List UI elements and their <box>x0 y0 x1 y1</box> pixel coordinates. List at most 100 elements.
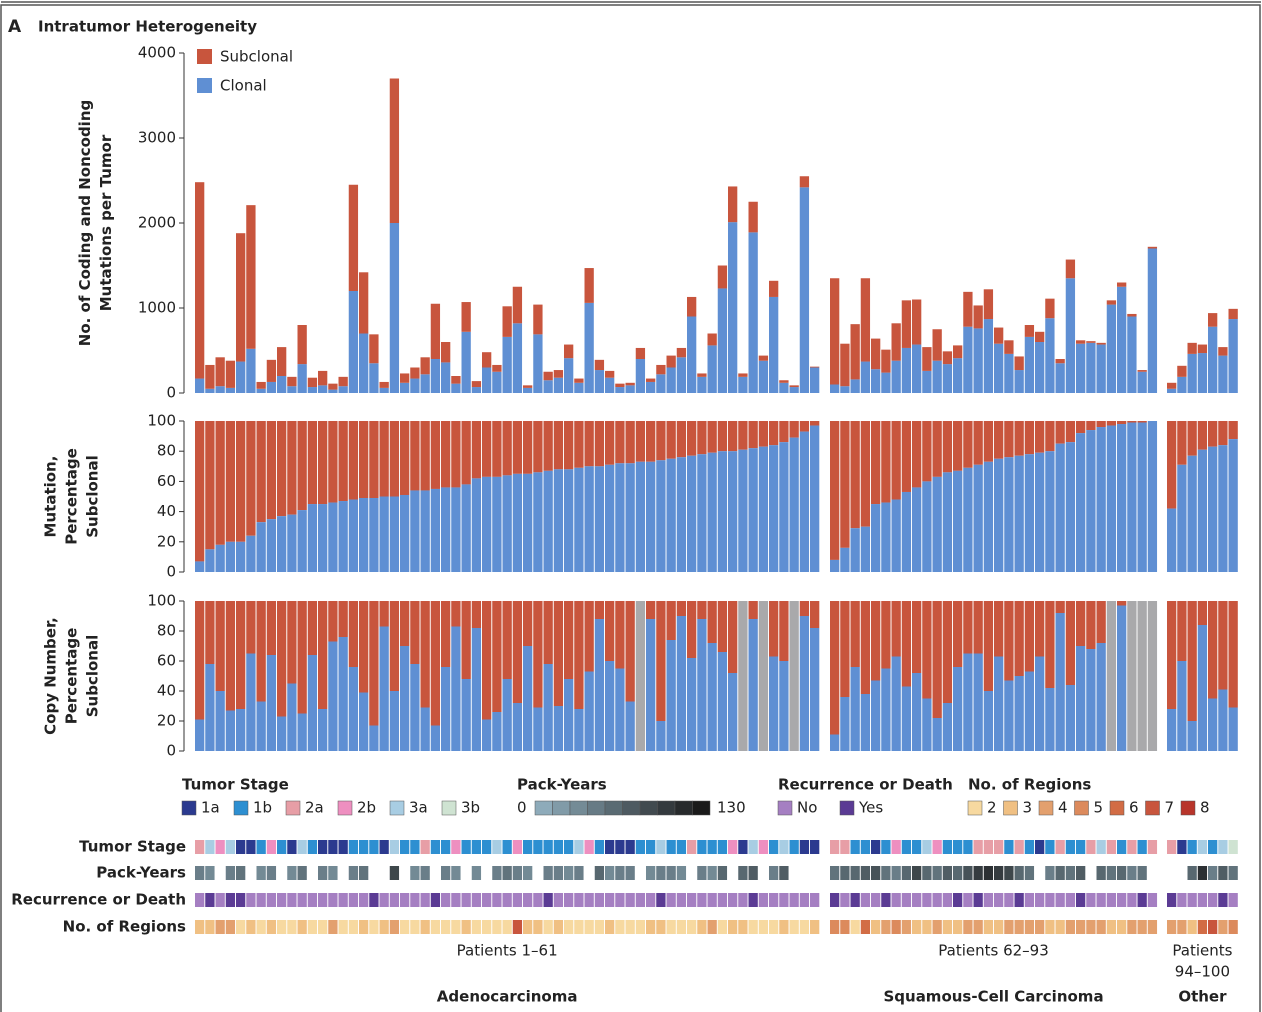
bar-rest <box>748 421 758 449</box>
bar-segment <box>799 187 810 393</box>
bar-segment <box>215 386 225 393</box>
track-cell <box>810 920 820 934</box>
track-cell <box>1218 840 1228 854</box>
track-cell <box>789 920 799 934</box>
track-cell <box>881 920 891 934</box>
bar <box>1004 680 1014 751</box>
bar-rest <box>922 421 932 482</box>
track-cell <box>225 840 236 854</box>
bar-segment <box>1035 342 1045 393</box>
missing-bar <box>758 601 769 751</box>
track-cell <box>553 893 564 907</box>
bar-segment <box>1065 278 1076 393</box>
track-cell <box>410 920 420 934</box>
legend-label: 4 <box>1058 799 1068 817</box>
track-cell <box>441 893 451 907</box>
bar <box>348 667 359 751</box>
track-cell <box>1167 893 1177 907</box>
bar-rest <box>523 421 533 474</box>
bar <box>994 656 1004 751</box>
bar <box>482 719 492 751</box>
bar-rest <box>963 601 973 654</box>
track-cell <box>779 920 789 934</box>
track-cell <box>922 920 932 934</box>
bar <box>492 712 502 751</box>
bar-rest <box>1137 421 1147 423</box>
y-axis-label: Subclonal <box>84 455 102 538</box>
bar <box>1035 452 1045 572</box>
bar-rest <box>297 601 307 714</box>
bar-segment <box>482 367 492 393</box>
bar-segment <box>246 348 256 393</box>
track-cell <box>1014 893 1024 907</box>
track-cell <box>502 840 512 854</box>
bar <box>728 451 738 572</box>
bar-rest <box>687 601 697 658</box>
legend-label: No <box>797 799 817 817</box>
track-cell <box>717 866 728 880</box>
missing-bar <box>635 601 646 751</box>
track-cell <box>1035 840 1045 854</box>
bar-segment <box>615 383 625 388</box>
track-cell <box>420 866 430 880</box>
bar-rest <box>307 601 318 655</box>
track-cell <box>369 893 379 907</box>
track-cell <box>840 840 850 854</box>
track-cell <box>799 840 810 854</box>
bar <box>256 701 266 751</box>
bar <box>441 667 451 751</box>
bar <box>564 679 574 751</box>
bar-segment <box>564 358 574 393</box>
bar-segment <box>1106 300 1117 305</box>
bar-segment <box>697 376 707 393</box>
bar <box>369 498 379 572</box>
track-cell <box>1004 840 1014 854</box>
track-cell <box>963 840 973 854</box>
track-cell <box>932 893 942 907</box>
bar <box>789 437 799 572</box>
bar <box>482 476 492 572</box>
bar <box>1218 689 1228 751</box>
track-cell <box>195 893 205 907</box>
track-cell <box>369 840 379 854</box>
bar-rest <box>420 601 430 708</box>
track-cell <box>1208 866 1218 880</box>
track-cell <box>1218 920 1228 934</box>
bar <box>973 464 983 572</box>
bar-segment <box>779 382 789 393</box>
bar-segment <box>1045 298 1055 319</box>
track-cell <box>1106 920 1117 934</box>
bar <box>994 458 1004 572</box>
track-cell <box>225 866 236 880</box>
y-tick-label: 40 <box>157 502 176 520</box>
bar <box>379 496 389 572</box>
track-cell <box>318 920 328 934</box>
bar-segment <box>994 343 1004 393</box>
bar-rest <box>564 421 574 470</box>
bar-segment <box>1208 313 1218 327</box>
track-cell <box>400 840 410 854</box>
track-cell <box>676 866 687 880</box>
bar <box>1137 422 1147 572</box>
track-cell <box>1045 893 1055 907</box>
track-cell <box>779 866 789 880</box>
track-cell <box>410 893 420 907</box>
track-cell <box>1035 893 1045 907</box>
track-cell <box>707 840 717 854</box>
bar <box>891 499 901 572</box>
track-cell <box>584 920 594 934</box>
bar-rest <box>1106 421 1117 426</box>
bar <box>625 701 635 751</box>
bar-segment <box>932 360 942 393</box>
track-cell <box>850 866 860 880</box>
bar <box>1086 649 1096 751</box>
bar-segment <box>420 357 430 375</box>
bar-rest <box>779 601 789 661</box>
bar-segment <box>461 302 471 332</box>
bar-segment <box>266 381 277 393</box>
track-cell <box>769 866 779 880</box>
track-cell <box>287 893 297 907</box>
y-axis-label: Mutations per Tumor <box>97 134 115 311</box>
track-cell <box>287 866 297 880</box>
bar-rest <box>266 601 277 655</box>
